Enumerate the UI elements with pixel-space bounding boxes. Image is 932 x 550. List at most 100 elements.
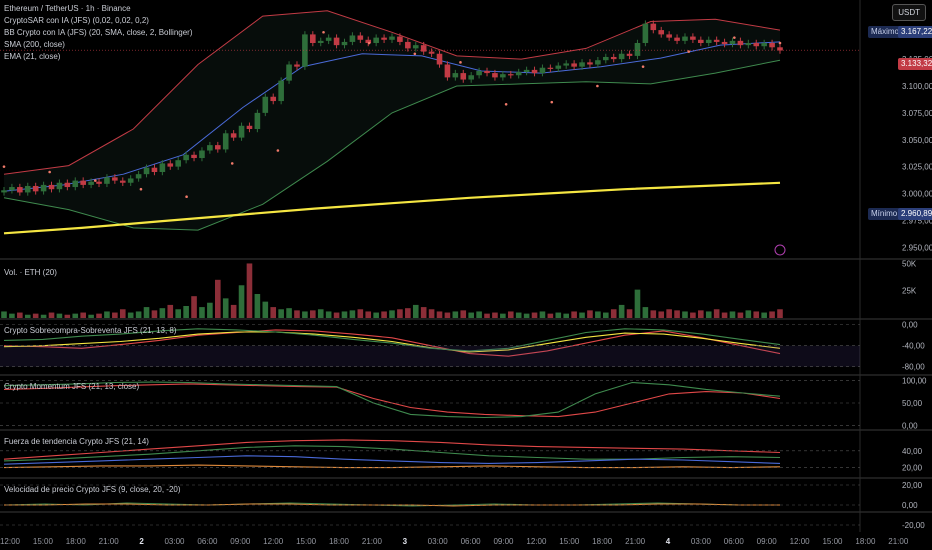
volume-bar bbox=[389, 310, 395, 318]
volume-bar bbox=[254, 294, 261, 318]
candle-body bbox=[151, 167, 158, 172]
volume-bar bbox=[618, 304, 625, 318]
candle-body bbox=[310, 34, 316, 43]
momentum-tick-label: 50,00 bbox=[902, 399, 923, 408]
candle-body bbox=[579, 62, 585, 67]
sar-dot bbox=[93, 179, 97, 182]
candle-body bbox=[761, 43, 767, 47]
candle-body bbox=[642, 23, 649, 43]
volume-bar bbox=[278, 309, 284, 318]
candle-body bbox=[777, 47, 783, 51]
currency-button[interactable]: USDT bbox=[892, 4, 926, 21]
volume-bar bbox=[452, 311, 459, 318]
volume-bar bbox=[349, 310, 356, 318]
candle-body bbox=[333, 37, 340, 46]
volume-bar bbox=[674, 310, 680, 318]
time-tick-label: 09:00 bbox=[230, 537, 251, 546]
time-tick-label: 12:00 bbox=[263, 537, 284, 546]
volume-bar bbox=[428, 309, 435, 318]
volume-bar bbox=[294, 310, 300, 318]
candle-body bbox=[119, 180, 126, 183]
volume-bar bbox=[310, 310, 316, 318]
price-tick-label: 2.950,00 bbox=[902, 243, 932, 252]
volume-bar bbox=[24, 314, 31, 318]
volume-bar bbox=[555, 312, 562, 318]
volume-bar bbox=[484, 313, 490, 318]
volume-bar bbox=[17, 312, 23, 318]
candle-body bbox=[17, 187, 23, 193]
volume-bar bbox=[357, 309, 364, 318]
time-tick-label: 21:00 bbox=[888, 537, 909, 546]
volume-bar bbox=[104, 311, 110, 318]
sar-dot bbox=[322, 30, 325, 34]
volume-bar bbox=[302, 311, 308, 318]
candle-body bbox=[104, 177, 110, 184]
volume-bar bbox=[531, 312, 538, 318]
candle-body bbox=[112, 177, 118, 181]
volume-bar bbox=[333, 312, 340, 318]
lightning-icon bbox=[774, 244, 786, 256]
candle-body bbox=[286, 64, 292, 81]
time-tick-label: 03:00 bbox=[164, 537, 185, 546]
velocity-tick-label: -20,00 bbox=[902, 521, 925, 530]
volume-bar bbox=[64, 314, 71, 318]
price-tick-label: 2.975,00 bbox=[902, 216, 932, 225]
bollinger-lower-line bbox=[3, 59, 781, 231]
indicator-ema-label[interactable]: EMA (21, close) bbox=[4, 52, 61, 61]
candle-body bbox=[420, 45, 427, 52]
velocity-tick-label: 0,00 bbox=[902, 501, 918, 510]
volume-tick-label: 50K bbox=[902, 259, 917, 268]
sar-dot bbox=[504, 102, 508, 106]
volume-bar bbox=[48, 312, 55, 318]
candle-body bbox=[207, 145, 213, 151]
candle-body bbox=[468, 75, 474, 80]
time-tick-label: 2 bbox=[139, 537, 144, 546]
candle-body bbox=[452, 73, 459, 78]
sar-dot bbox=[185, 195, 188, 199]
indicator-bb-label[interactable]: BB Crypto con IA (JFS) (20, SMA, close, … bbox=[4, 28, 193, 37]
candle-body bbox=[238, 125, 245, 138]
volume-bar bbox=[286, 308, 292, 318]
candle-body bbox=[587, 62, 593, 65]
candle-body bbox=[143, 167, 150, 175]
candle-body bbox=[254, 112, 261, 129]
chart-title: Ethereum / TetherUS · 1h · Binance bbox=[4, 4, 131, 13]
candle-body bbox=[349, 35, 356, 42]
candle-body bbox=[381, 37, 387, 40]
volume-bar bbox=[595, 311, 601, 318]
time-tick-label: 15:00 bbox=[33, 537, 54, 546]
volume-bar bbox=[246, 263, 253, 318]
volume-bar bbox=[420, 307, 427, 318]
volume-bar bbox=[270, 307, 277, 318]
price-tick-label: 3.075,00 bbox=[902, 109, 932, 118]
volume-bar bbox=[167, 304, 174, 318]
volume-bar bbox=[507, 311, 514, 318]
time-tick-label: 06:00 bbox=[461, 537, 482, 546]
candle-body bbox=[96, 181, 102, 184]
candle-body bbox=[405, 41, 411, 49]
volume-bar bbox=[571, 311, 577, 318]
momentum-tick-label: 100,00 bbox=[902, 376, 927, 385]
candle-body bbox=[397, 36, 403, 42]
volume-bar bbox=[587, 310, 593, 318]
indicator-sar-label[interactable]: CryptoSAR con IA (JFS) (0,02, 0,02, 0,2) bbox=[4, 16, 149, 25]
time-tick-label: 12:00 bbox=[0, 537, 21, 546]
candle-body bbox=[523, 69, 530, 73]
candle-body bbox=[72, 180, 79, 188]
volume-bar bbox=[500, 313, 506, 318]
candle-body bbox=[618, 53, 625, 60]
volume-bar bbox=[56, 313, 63, 318]
volume-bar bbox=[199, 307, 205, 318]
sar-dot bbox=[641, 65, 645, 68]
price-tick-label: 3.100,00 bbox=[902, 82, 932, 91]
candle-body bbox=[476, 70, 482, 76]
volume-bar bbox=[183, 306, 189, 318]
candle-body bbox=[389, 36, 395, 40]
candle-body bbox=[634, 43, 641, 56]
velocity-pane-label: Velocidad de precio Crypto JFS (9, close… bbox=[4, 485, 181, 494]
sar-dot bbox=[48, 170, 51, 174]
sar-dot bbox=[459, 61, 462, 64]
trend-line bbox=[3, 464, 781, 469]
indicator-sma-label[interactable]: SMA (200, close) bbox=[4, 40, 65, 49]
